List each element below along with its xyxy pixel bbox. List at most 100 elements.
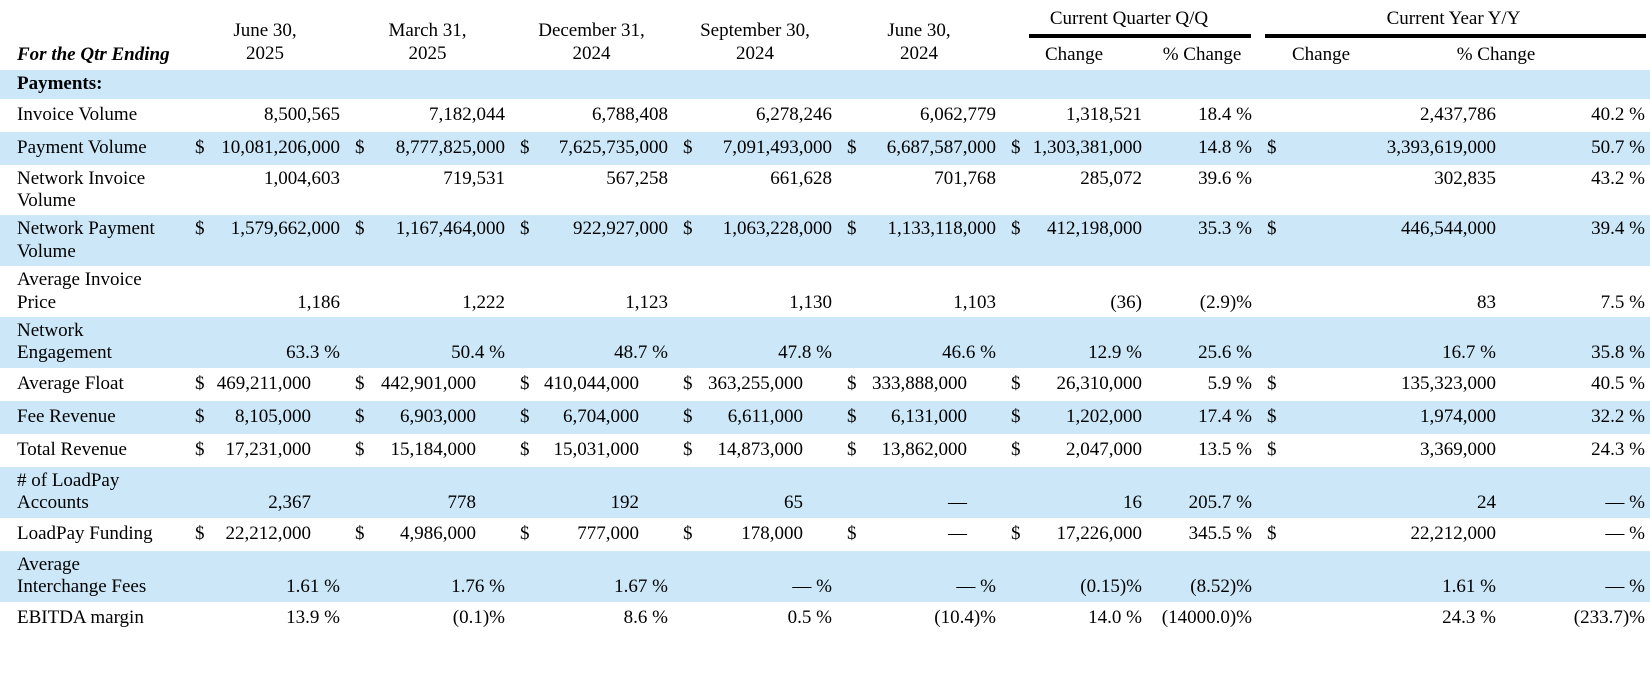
table-row: Fee Revenue $8,105,000 $6,903,000 $6,704… xyxy=(0,400,1650,434)
cell-value: 1,103 xyxy=(953,291,996,313)
cell-value: 7,091,493,000 xyxy=(722,136,832,158)
dollar-sign: $ xyxy=(847,218,857,240)
cell-value: 567,258 xyxy=(606,167,668,189)
dollar-sign: $ xyxy=(1267,523,1277,544)
cell-value: 6,704,000 xyxy=(563,406,639,428)
value-cell: 1,004,603 xyxy=(185,168,345,190)
cell-value: 2,047,000 xyxy=(1066,439,1142,461)
cell-value: (8.52)% xyxy=(1190,576,1252,598)
dollar-sign: $ xyxy=(847,523,857,544)
cell-value: 46.6 % xyxy=(942,342,996,364)
row-label: # of LoadPay Accounts xyxy=(17,469,120,514)
cell-value: (0.15)% xyxy=(1080,576,1142,598)
value-cell: 50.4 % xyxy=(345,342,510,364)
cell-value: 35.3 % xyxy=(1198,218,1252,240)
qq-change-cell: (36) xyxy=(1001,292,1147,314)
cell-value: 412,198,000 xyxy=(1047,218,1142,240)
value-cell: 6,062,779 xyxy=(837,104,1001,126)
value-cell: 6,788,408 xyxy=(510,104,673,126)
row-label: EBITDA margin xyxy=(17,606,144,628)
cell-value: 8.6 % xyxy=(623,606,668,628)
value-cell: $10,081,206,000 xyxy=(185,137,345,159)
cell-value: 17,231,000 xyxy=(225,439,312,461)
cell-value: 1,222 xyxy=(462,291,505,313)
cell-value: 192 xyxy=(610,492,640,514)
cell-value: 48.7 % xyxy=(614,342,668,364)
value-cell: 1,103 xyxy=(837,292,1001,314)
value-cell: $777,000 xyxy=(510,523,673,545)
qq-pct-change-cell: (8.52)% xyxy=(1147,576,1257,598)
dollar-sign: $ xyxy=(195,439,205,461)
cell-value: (10.4)% xyxy=(934,606,996,628)
yy-pct-change-cell: 7.5 % xyxy=(1501,292,1650,314)
value-cell: 1.61 % xyxy=(185,576,345,598)
table-row: EBITDA margin 13.9 % (0.1)% 8.6 % 0.5 % … xyxy=(0,602,1650,635)
dollar-sign: $ xyxy=(1011,218,1021,240)
period-line2: 2024 xyxy=(572,43,611,64)
value-cell: $ — xyxy=(837,523,1001,545)
value-cell: 8.6 % xyxy=(510,607,673,629)
cell-value: 1.61 % xyxy=(1442,576,1496,598)
cell-value: 63.3 % xyxy=(286,342,340,364)
dollar-sign: $ xyxy=(355,406,365,428)
cell-value: 7,182,044 xyxy=(429,103,505,125)
row-label: Average Invoice Price xyxy=(17,269,142,313)
qq-change-cell: 16 xyxy=(1001,492,1147,514)
yy-pct-change-cell: — % xyxy=(1501,523,1650,545)
period-line1: March 31, xyxy=(388,20,467,42)
table-row: Average Invoice Price 1,186 1,222 1,123 … xyxy=(0,266,1650,317)
yy-pct-change-cell: 50.7 % xyxy=(1501,137,1650,159)
period-line1: December 31, xyxy=(538,20,645,42)
cell-value: 6,903,000 xyxy=(400,406,476,428)
dollar-sign: $ xyxy=(195,136,205,158)
row-label: Payment Volume xyxy=(17,136,147,158)
value-cell: $15,031,000 xyxy=(510,439,673,461)
value-cell: 0.5 % xyxy=(673,607,837,629)
cell-value: 40.5 % xyxy=(1591,373,1645,395)
cell-value: 47.8 % xyxy=(778,342,832,364)
dollar-sign: $ xyxy=(683,406,693,428)
cell-value: — % xyxy=(1605,492,1645,514)
value-cell: $13,862,000 xyxy=(837,439,1001,461)
value-cell: $17,231,000 xyxy=(185,439,345,461)
value-cell: $178,000 xyxy=(673,523,837,545)
value-cell: $442,901,000 xyxy=(345,373,510,395)
dollar-sign: $ xyxy=(195,373,205,395)
dollar-sign: $ xyxy=(520,218,530,240)
value-cell: $363,255,000 xyxy=(673,373,837,395)
yy-pct-change-cell: 40.2 % xyxy=(1501,104,1650,126)
cell-value: 32.2 % xyxy=(1591,406,1645,428)
period-line1: September 30, xyxy=(700,20,810,42)
cell-value: 1,579,662,000 xyxy=(230,218,340,240)
cell-value: 135,323,000 xyxy=(1401,373,1496,395)
value-cell: $7,091,493,000 xyxy=(673,137,837,159)
period-line2: 2024 xyxy=(900,43,938,64)
value-cell: $6,611,000 xyxy=(673,406,837,428)
value-cell: $8,105,000 xyxy=(185,406,345,428)
qq-change-cell: 285,072 xyxy=(1001,168,1147,190)
cell-value: 13,862,000 xyxy=(881,439,968,461)
value-cell: 701,768 xyxy=(837,168,1001,190)
value-cell: 778 xyxy=(345,492,510,514)
cell-value: 8,500,565 xyxy=(264,103,340,125)
value-cell: $14,873,000 xyxy=(673,439,837,461)
qq-change-cell: $1,303,381,000 xyxy=(1001,137,1147,159)
dollar-sign: $ xyxy=(355,373,365,395)
cell-value: 39.6 % xyxy=(1198,167,1252,189)
value-cell: $922,927,000 xyxy=(510,218,673,240)
dollar-sign: $ xyxy=(355,439,365,461)
cell-value: 1.76 % xyxy=(451,576,505,598)
cell-value: 1,318,521 xyxy=(1066,103,1142,125)
cell-value: 16.7 % xyxy=(1442,342,1496,364)
cell-value: 0.5 % xyxy=(787,606,832,628)
dollar-sign: $ xyxy=(683,218,693,240)
cell-value: (14000.0)% xyxy=(1161,606,1252,628)
yy-pct-change-cell: (233.7)% xyxy=(1501,607,1650,629)
yy-change-cell: 24.3 % xyxy=(1257,607,1501,629)
qq-pct-change-cell: 35.3 % xyxy=(1147,218,1257,240)
dollar-sign: $ xyxy=(847,406,857,428)
qq-change-cell: $17,226,000 xyxy=(1001,523,1147,545)
cell-value: 8,777,825,000 xyxy=(395,136,505,158)
value-cell: $1,167,464,000 xyxy=(345,218,510,240)
dollar-sign: $ xyxy=(1011,523,1021,544)
